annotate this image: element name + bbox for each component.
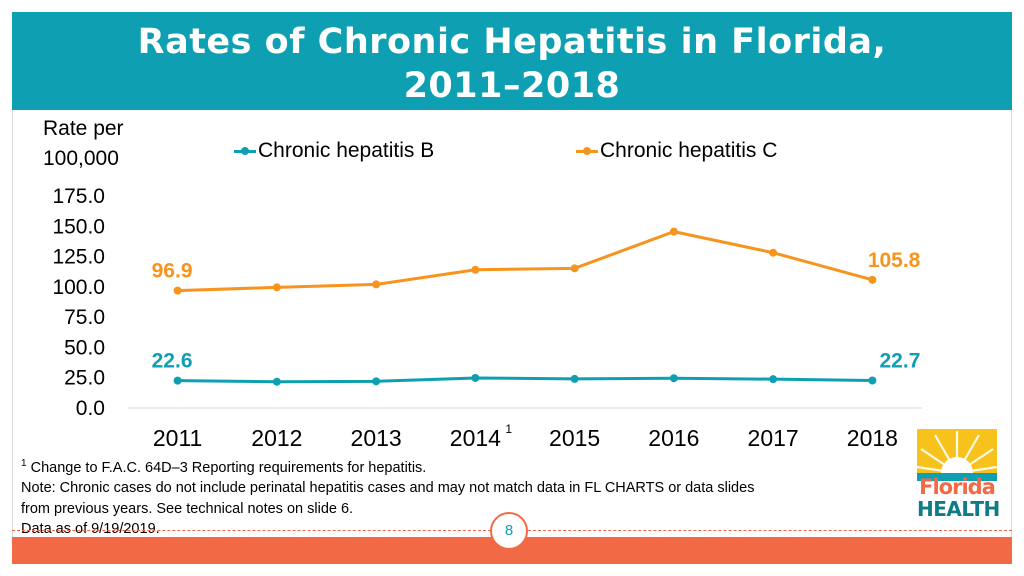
y-axis-label-line-1: Rate per	[43, 117, 124, 140]
x-tick-label: 2018	[847, 425, 898, 451]
data-label: 105.8	[868, 249, 921, 272]
y-tick-label: 75.0	[64, 306, 105, 329]
x-tick-label: 2014	[450, 425, 501, 451]
note-line-2: from previous years. See technical notes…	[21, 500, 354, 517]
data-point	[868, 376, 877, 385]
legend-line-marker-icon	[576, 146, 598, 155]
y-tick-label: 100.0	[52, 276, 105, 299]
data-point	[868, 275, 877, 284]
logo-word-florida: Florida	[919, 475, 996, 499]
legend-item-hepatitis-b: Chronic hepatitis B	[234, 139, 434, 163]
x-tick-label: 2017	[748, 425, 799, 451]
data-point	[471, 373, 480, 382]
logo-word-health: HEALTH	[917, 497, 1000, 521]
data-point	[570, 374, 579, 383]
data-point	[471, 265, 480, 274]
x-tick-label: 2016	[648, 425, 699, 451]
slide-title: Rates of Chronic Hepatitis in Florida, 2…	[12, 20, 1012, 108]
y-tick-label: 150.0	[52, 215, 105, 238]
footnotes: 1 Change to F.A.C. 64D–3 Reporting requi…	[21, 454, 921, 540]
legend-label-hepatitis-b: Chronic hepatitis B	[258, 139, 435, 162]
title-line-2: 2011–2018	[403, 66, 621, 106]
y-tick-label: 125.0	[52, 246, 105, 269]
footnote-1-text: Change to F.A.C. 64D–3 Reporting require…	[26, 459, 427, 476]
note-line-1: Note: Chronic cases do not include perin…	[21, 480, 755, 497]
data-point	[372, 280, 381, 289]
x-tick-label: 2015	[549, 425, 600, 451]
data-point	[769, 248, 778, 257]
data-label: 22.7	[880, 350, 921, 373]
data-point	[669, 227, 678, 236]
x-tick-label: 2012	[251, 425, 302, 451]
data-date-note: Data as of 9/19/2019.	[21, 521, 160, 538]
y-axis-label-line-2: 100,000	[43, 147, 119, 170]
data-point	[372, 377, 381, 386]
page-number: 8	[490, 512, 528, 550]
series-line-hepatitis-c	[177, 230, 873, 293]
legend-line-marker-icon	[234, 146, 256, 155]
y-tick-label: 175.0	[52, 185, 105, 208]
data-point	[272, 283, 281, 292]
footnote-1: 1 Change to F.A.C. 64D–3 Reporting requi…	[21, 454, 921, 478]
title-bar	[12, 12, 1012, 110]
footnote-marker: 1	[21, 458, 27, 469]
data-label: 22.6	[152, 350, 193, 373]
series-line-hepatitis-b	[177, 376, 873, 384]
data-label: 96.9	[152, 260, 193, 283]
data-point	[769, 375, 778, 384]
x-tick-superscript: 1	[505, 422, 512, 436]
data-point	[669, 374, 678, 383]
x-tick-label: 2013	[351, 425, 402, 451]
y-axis-label: Rate per 100,000	[43, 114, 124, 174]
sun-icon	[917, 429, 997, 481]
y-tick-label: 0.0	[76, 397, 105, 420]
title-line-1: Rates of Chronic Hepatitis in Florida,	[137, 22, 887, 62]
florida-health-logo: Florida HEALTH	[917, 429, 1000, 521]
data-point	[272, 377, 281, 386]
data-point	[570, 264, 579, 273]
y-tick-label: 50.0	[64, 336, 105, 359]
legend-label-hepatitis-c: Chronic hepatitis C	[600, 139, 778, 162]
data-point	[173, 376, 182, 385]
legend-item-hepatitis-c: Chronic hepatitis C	[576, 139, 777, 163]
data-point	[173, 286, 182, 295]
y-tick-label: 25.0	[64, 367, 105, 390]
x-tick-label: 2011	[153, 425, 202, 451]
